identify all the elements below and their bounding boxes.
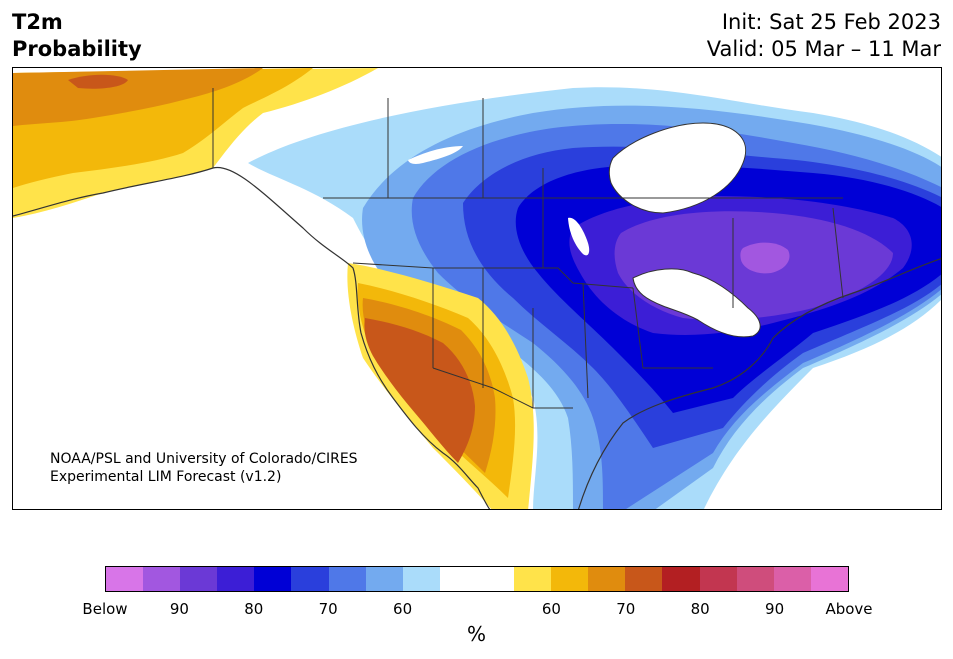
legend-swatch [106, 567, 144, 591]
legend-swatch [810, 567, 848, 591]
lake-winnipeg [568, 217, 590, 256]
legend-label: 70 [318, 600, 338, 618]
legend-label: 60 [393, 600, 413, 618]
legend-swatch [365, 567, 403, 591]
legend-swatch [551, 567, 589, 591]
legend-swatch [662, 567, 700, 591]
legend-label: 90 [169, 600, 189, 618]
credit-line-2: Experimental LIM Forecast (v1.2) [50, 469, 282, 485]
forecast-dates: Init: Sat 25 Feb 2023 Valid: 05 Mar – 11… [707, 9, 941, 63]
credit-line-1: NOAA/PSL and University of Colorado/CIRE… [50, 451, 358, 467]
legend-unit: % [466, 622, 486, 646]
legend-swatch [180, 567, 218, 591]
warm-alaska-75 [68, 74, 128, 89]
political-borders [212, 88, 844, 409]
legend-label: 60 [541, 600, 561, 618]
legend-swatch [254, 567, 292, 591]
probability-map: NOAA/PSL and University of Colorado/CIRE… [12, 67, 942, 510]
great-lakes [632, 268, 761, 338]
warm-sw-75 [364, 318, 475, 463]
legend-swatch [773, 567, 811, 591]
legend-label: 90 [765, 600, 785, 618]
map-title: T2m Probability [12, 9, 142, 63]
legend-label: 70 [616, 600, 636, 618]
color-legend-labels: Below 90 80 70 60 60 70 80 90 Above [82, 600, 872, 618]
coastlines [13, 166, 941, 509]
legend-swatch [328, 567, 366, 591]
map-svg [13, 68, 941, 509]
hudson-bay [608, 122, 747, 214]
great-slave-lake [408, 146, 463, 164]
legend-label: Below [82, 600, 128, 618]
color-legend [105, 566, 849, 592]
legend-swatch [699, 567, 737, 591]
legend-swatch [217, 567, 255, 591]
legend-swatch [514, 567, 552, 591]
credit-text: NOAA/PSL and University of Colorado/CIRE… [50, 450, 358, 486]
legend-swatch [439, 567, 477, 591]
legend-label: 80 [690, 600, 710, 618]
init-date: Init: Sat 25 Feb 2023 [721, 10, 941, 34]
legend-swatch [588, 567, 626, 591]
cold-95 [740, 242, 790, 274]
title-line-1: T2m [12, 10, 63, 34]
legend-label: Above [825, 600, 873, 618]
legend-swatch [291, 567, 329, 591]
legend-swatch [625, 567, 663, 591]
legend-swatch [476, 567, 515, 591]
legend-swatch [736, 567, 774, 591]
legend-swatch [143, 567, 181, 591]
legend-swatch [402, 567, 440, 591]
title-line-2: Probability [12, 37, 142, 61]
valid-range: Valid: 05 Mar – 11 Mar [706, 37, 941, 61]
legend-label: 80 [244, 600, 264, 618]
